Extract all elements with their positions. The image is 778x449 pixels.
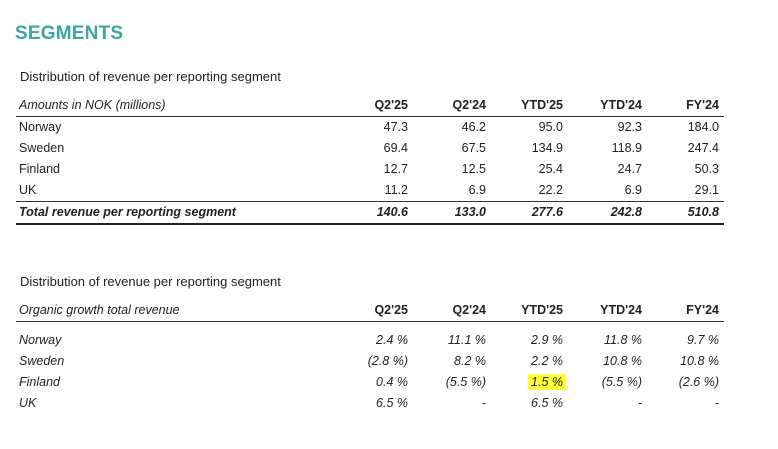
column-header: YTD'25 [521, 303, 563, 317]
cell-value: 2.2 % [531, 354, 563, 368]
cell-value: 10.8 % [603, 354, 642, 368]
row-label: Norway [19, 120, 62, 134]
cell-value: 8.2 % [454, 354, 486, 368]
cell-value: 10.8 % [680, 354, 719, 368]
column-header: FY'24 [686, 98, 719, 112]
cell-value: 9.7 % [687, 333, 719, 347]
cell-value: 69.4 [383, 141, 408, 155]
table-row: Norway 47.3 46.2 95.0 92.3 184.0 [16, 117, 724, 139]
column-header-label: Organic growth total revenue [19, 303, 180, 317]
spacer-row [16, 322, 724, 331]
table-row: UK 11.2 6.9 22.2 6.9 29.1 [16, 180, 724, 202]
cell-value: 92.3 [617, 120, 642, 134]
growth-table-title: Distribution of revenue per reporting se… [20, 274, 281, 289]
table-row: Sweden (2.8 %) 8.2 % 2.2 % 10.8 % 10.8 % [16, 351, 724, 372]
cell-value: 25.4 [538, 162, 563, 176]
total-label: Total revenue per reporting segment [19, 205, 236, 219]
row-label: Finland [19, 375, 60, 389]
page-title: SEGMENTS [15, 23, 124, 44]
total-value: 277.6 [531, 205, 563, 219]
cell-value: 12.7 [383, 162, 408, 176]
column-header: YTD'24 [600, 98, 642, 112]
cell-value: 2.4 % [376, 333, 408, 347]
column-header: FY'24 [686, 303, 719, 317]
row-label: Finland [19, 162, 60, 176]
cell-value: 6.5 % [531, 396, 563, 410]
cell-value: 50.3 [694, 162, 719, 176]
column-header: YTD'24 [600, 303, 642, 317]
cell-value: 6.5 % [376, 396, 408, 410]
total-value: 133.0 [454, 205, 486, 219]
row-label: Sweden [19, 354, 65, 368]
cell-value: 11.1 % [448, 333, 486, 347]
cell-value: 67.5 [461, 141, 486, 155]
row-label: UK [19, 183, 37, 197]
column-header: Q2'25 [374, 98, 408, 112]
cell-value: (5.5 %) [445, 375, 486, 389]
column-header-label: Amounts in NOK (millions) [19, 98, 166, 112]
cell-value: 247.4 [687, 141, 719, 155]
column-header: Q2'25 [374, 303, 408, 317]
table-row: Finland 12.7 12.5 25.4 24.7 50.3 [16, 159, 724, 180]
cell-value: - [481, 396, 486, 410]
cell-value: 47.3 [383, 120, 408, 134]
total-value: 510.8 [687, 205, 719, 219]
cell-value: 134.9 [531, 141, 563, 155]
table-row: Norway 2.4 % 11.1 % 2.9 % 11.8 % 9.7 % [16, 330, 724, 351]
cell-value: 118.9 [611, 141, 642, 155]
highlight-marker: 1.5 % [528, 374, 566, 390]
cell-value: 29.1 [694, 183, 719, 197]
table-header-row: Organic growth total revenue Q2'25 Q2'24… [16, 300, 724, 322]
column-header: YTD'25 [521, 98, 563, 112]
cell-value: (2.8 %) [367, 354, 408, 368]
table-header-row: Amounts in NOK (millions) Q2'25 Q2'24 YT… [16, 95, 724, 117]
row-label: Sweden [19, 141, 65, 155]
organic-growth-table: Organic growth total revenue Q2'25 Q2'24… [16, 300, 724, 414]
cell-value: 0.4 % [376, 375, 408, 389]
cell-value: 22.2 [538, 183, 563, 197]
highlighted-cell: 1.5 % [491, 372, 568, 393]
cell-value: 12.5 [461, 162, 486, 176]
table-row: Finland 0.4 % (5.5 %) 1.5 % (5.5 %) (2.6… [16, 372, 724, 393]
cell-value: 11.8 % [604, 333, 642, 347]
cell-value: - [637, 396, 642, 410]
cell-value: 11.2 [384, 183, 408, 197]
cell-value: 184.0 [687, 120, 719, 134]
row-label: UK [19, 396, 37, 410]
cell-value: (5.5 %) [601, 375, 642, 389]
cell-value: 6.9 [468, 183, 486, 197]
total-value: 140.6 [376, 205, 408, 219]
cell-value: 24.7 [617, 162, 642, 176]
cell-value: 2.9 % [531, 333, 563, 347]
total-value: 242.8 [610, 205, 642, 219]
cell-value: (2.6 %) [678, 375, 719, 389]
revenue-table-title: Distribution of revenue per reporting se… [20, 69, 281, 84]
column-header: Q2'24 [452, 303, 486, 317]
table-row: UK 6.5 % - 6.5 % - - [16, 393, 724, 414]
cell-value: - [714, 396, 719, 410]
cell-value: 95.0 [538, 120, 563, 134]
revenue-table: Amounts in NOK (millions) Q2'25 Q2'24 YT… [16, 95, 724, 225]
table-row: Sweden 69.4 67.5 134.9 118.9 247.4 [16, 138, 724, 159]
cell-value: 6.9 [624, 183, 642, 197]
column-header: Q2'24 [452, 98, 486, 112]
total-row: Total revenue per reporting segment 140.… [16, 201, 724, 224]
row-label: Norway [19, 333, 62, 347]
cell-value: 46.2 [461, 120, 486, 134]
